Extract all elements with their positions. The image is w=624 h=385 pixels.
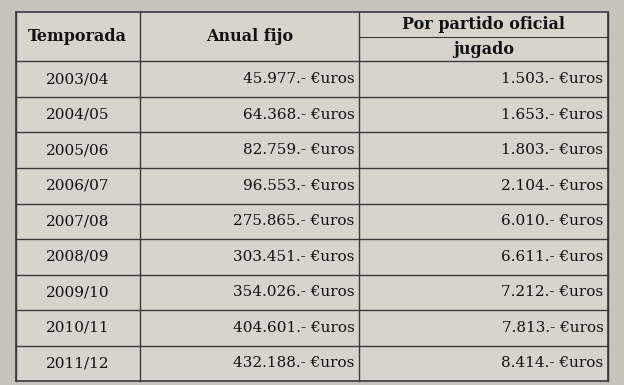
Text: 2007/08: 2007/08: [46, 214, 110, 228]
Text: 6.010.- €uros: 6.010.- €uros: [501, 214, 603, 228]
Text: 2010/11: 2010/11: [46, 321, 110, 335]
Text: 8.414.- €uros: 8.414.- €uros: [501, 357, 603, 370]
Text: 2008/09: 2008/09: [46, 250, 110, 264]
Text: Por partido oficial: Por partido oficial: [402, 16, 565, 33]
Text: 275.865.- €uros: 275.865.- €uros: [233, 214, 354, 228]
Text: 1.803.- €uros: 1.803.- €uros: [502, 143, 603, 157]
Text: 2011/12: 2011/12: [46, 357, 110, 370]
Text: 2006/07: 2006/07: [46, 179, 110, 193]
Text: 2004/05: 2004/05: [46, 108, 110, 122]
Text: 7.212.- €uros: 7.212.- €uros: [501, 285, 603, 300]
Text: 64.368.- €uros: 64.368.- €uros: [243, 108, 354, 122]
Text: 404.601.- €uros: 404.601.- €uros: [233, 321, 354, 335]
Text: 303.451.- €uros: 303.451.- €uros: [233, 250, 354, 264]
Text: Temporada: Temporada: [28, 28, 127, 45]
Text: 6.611.- €uros: 6.611.- €uros: [501, 250, 603, 264]
Text: 1.503.- €uros: 1.503.- €uros: [502, 72, 603, 86]
Text: 82.759.- €uros: 82.759.- €uros: [243, 143, 354, 157]
Text: 7.813.- €uros: 7.813.- €uros: [502, 321, 603, 335]
Text: 2.104.- €uros: 2.104.- €uros: [501, 179, 603, 193]
Text: 2009/10: 2009/10: [46, 285, 110, 300]
Text: jugado: jugado: [454, 41, 514, 58]
Text: 1.653.- €uros: 1.653.- €uros: [502, 108, 603, 122]
Text: 432.188.- €uros: 432.188.- €uros: [233, 357, 354, 370]
Text: 45.977.- €uros: 45.977.- €uros: [243, 72, 354, 86]
Text: 96.553.- €uros: 96.553.- €uros: [243, 179, 354, 193]
Text: 2003/04: 2003/04: [46, 72, 110, 86]
Text: 2005/06: 2005/06: [46, 143, 110, 157]
Text: 354.026.- €uros: 354.026.- €uros: [233, 285, 354, 300]
Text: Anual fijo: Anual fijo: [206, 28, 293, 45]
